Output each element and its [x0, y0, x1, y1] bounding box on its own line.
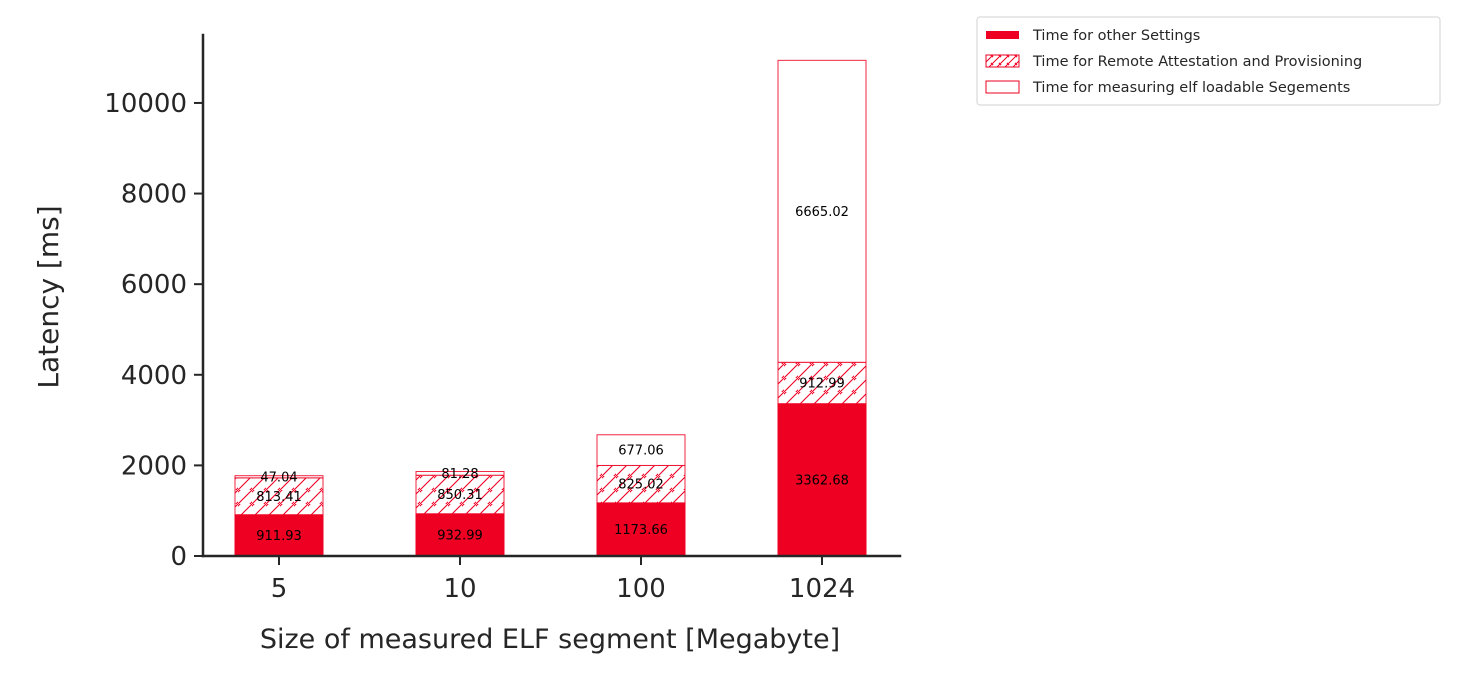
bar-label-other-settings-5: 911.93	[256, 529, 302, 544]
x-tick-label-1024: 1024	[789, 574, 855, 604]
y-tick-label-4000: 4000	[121, 361, 187, 391]
legend-swatch-measuring-elf	[985, 80, 1020, 94]
axes-layer: 0 2000 4000 6000 8000 10000 5 10 100 1024 Size of …	[32, 33, 902, 655]
bar-other-settings-5	[234, 514, 324, 557]
bar-label-remote-attestation-5: 813.41	[256, 490, 302, 505]
bar-label-other-settings-1024: 3362.68	[795, 473, 849, 488]
x-axis-title: Size of measured ELF segment [Megabyte]	[260, 624, 840, 655]
legend-label-other-settings: Time for other Settings	[1032, 28, 1200, 44]
bar-label-remote-attestation-10: 850.31	[437, 488, 483, 503]
bar-label-measuring-elf-1024: 6665.02	[795, 205, 849, 220]
bar-measuring-elf-1024	[777, 59, 867, 363]
bar-other-settings-10	[415, 513, 505, 557]
legend-swatch-remote-attestation	[985, 54, 1020, 68]
bar-measuring-elf-10	[415, 471, 505, 476]
x-tick-label-100: 100	[616, 574, 666, 604]
legend-label-remote-attestation: Time for Remote Attestation and Provisio…	[1032, 54, 1362, 70]
bar-label-other-settings-10: 932.99	[437, 528, 483, 543]
bar-measuring-elf-100	[596, 434, 686, 466]
bar-label-measuring-elf-10: 81.28	[441, 467, 478, 482]
legend-swatch-other-settings	[986, 31, 1019, 39]
legend: Time for other Settings Time for Remote A…	[976, 16, 1441, 106]
bar-label-measuring-elf-100: 677.06	[618, 444, 664, 459]
y-tick-label-2000: 2000	[121, 451, 187, 481]
bar-labels-layer: 911.93 813.41 47.04 932.99 850.31 81.28 1173.6…	[256, 205, 849, 544]
x-tick-label-10: 10	[443, 574, 476, 604]
y-tick-label-10000: 10000	[104, 89, 187, 119]
legend-frame	[976, 16, 1441, 106]
bar-label-remote-attestation-100: 825.02	[618, 478, 664, 493]
y-tick-label-6000: 6000	[121, 270, 187, 300]
bar-measuring-elf-5	[234, 475, 324, 479]
legend-label-measuring-elf: Time for measuring elf loadable Segement…	[1032, 80, 1350, 96]
bar-remote-attestation-10	[415, 474, 505, 515]
x-tick-label-5: 5	[271, 574, 288, 604]
bar-remote-attestation-1024	[777, 361, 867, 405]
bar-label-remote-attestation-1024: 912.99	[799, 376, 845, 391]
y-tick-label-8000: 8000	[121, 180, 187, 210]
y-axis-title: Latency [ms]	[32, 205, 65, 388]
bar-label-other-settings-100: 1173.66	[614, 523, 668, 538]
bar-remote-attestation-5	[234, 477, 324, 516]
y-tick-label-0: 0	[170, 542, 187, 572]
bars-layer	[234, 59, 867, 557]
bar-label-measuring-elf-5: 47.04	[260, 470, 297, 485]
